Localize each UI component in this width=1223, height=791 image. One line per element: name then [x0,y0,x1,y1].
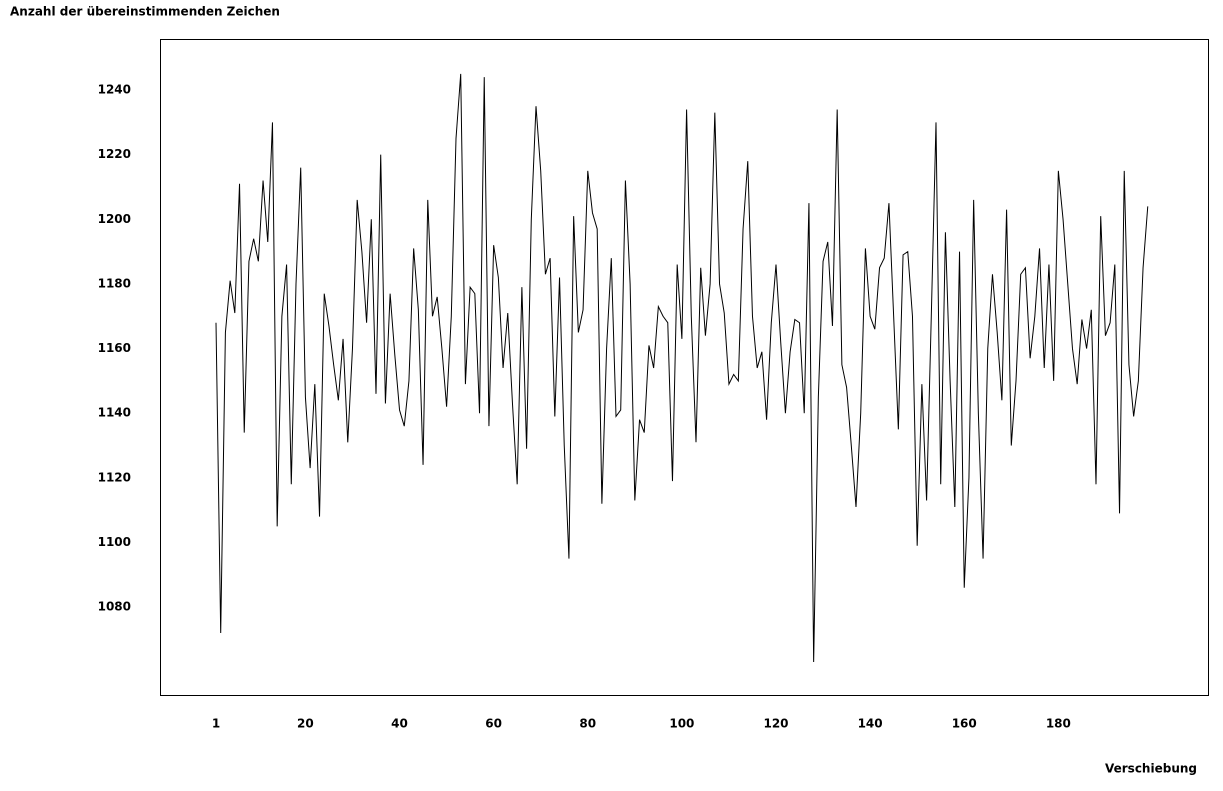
x-tick-label: 180 [1046,717,1071,731]
x-tick-label: 80 [579,717,596,731]
x-tick-label: 140 [858,717,883,731]
y-axis-label: Anzahl der übereinstimmenden Zeichen [10,5,280,19]
y-tick-label: 1120 [98,470,131,484]
plot-frame [160,39,1209,696]
x-tick-label: 1 [212,717,220,731]
x-tick-label: 60 [485,717,502,731]
x-tick-label: 120 [763,717,788,731]
y-tick-label: 1080 [98,600,131,614]
x-tick-label: 100 [669,717,694,731]
y-tick-label: 1240 [98,83,131,97]
y-tick-label: 1100 [98,535,131,549]
y-tick-label: 1200 [98,212,131,226]
y-tick-label: 1180 [98,276,131,290]
data-line [215,73,1149,663]
x-axis-label: Verschiebung [1105,762,1197,776]
x-tick-label: 40 [391,717,408,731]
y-tick-label: 1160 [98,341,131,355]
x-tick-label: 20 [297,717,314,731]
y-tick-label: 1140 [98,406,131,420]
x-tick-label: 160 [952,717,977,731]
y-tick-label: 1220 [98,147,131,161]
